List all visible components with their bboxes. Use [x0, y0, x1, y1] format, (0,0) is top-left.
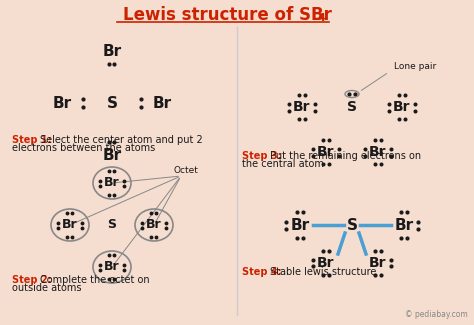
Text: electrons between the atoms: electrons between the atoms	[12, 143, 155, 153]
Text: Lewis structure of SBr: Lewis structure of SBr	[123, 6, 331, 24]
Text: Br: Br	[104, 176, 120, 189]
Text: S: S	[347, 100, 357, 114]
Text: Br: Br	[153, 96, 172, 111]
Text: Octet: Octet	[174, 166, 199, 175]
Text: Step 3:: Step 3:	[242, 151, 282, 161]
Text: Br: Br	[317, 256, 335, 270]
Text: Br: Br	[102, 44, 121, 58]
Text: 4: 4	[317, 13, 325, 23]
Text: Stable lewis structure: Stable lewis structure	[270, 267, 376, 277]
Text: Step 2:: Step 2:	[12, 275, 52, 285]
Text: Br: Br	[146, 218, 162, 231]
Text: Br: Br	[293, 100, 311, 114]
Text: outside atoms: outside atoms	[12, 283, 82, 293]
Text: Select the center atom and put 2: Select the center atom and put 2	[40, 135, 203, 145]
Text: Br: Br	[291, 217, 310, 232]
Text: Br: Br	[369, 256, 387, 270]
Text: Step 4:: Step 4:	[242, 267, 282, 277]
Text: S: S	[346, 217, 357, 232]
Text: Br: Br	[369, 145, 387, 159]
Text: Br: Br	[102, 148, 121, 162]
Text: S: S	[107, 96, 118, 111]
Text: Br: Br	[62, 218, 78, 231]
Text: Complete the octet on: Complete the octet on	[40, 275, 150, 285]
Text: Br: Br	[317, 145, 335, 159]
Text: Br: Br	[393, 100, 411, 114]
Text: Put the remaining electrons on: Put the remaining electrons on	[270, 151, 421, 161]
Text: the central atom: the central atom	[242, 159, 324, 169]
Text: Br: Br	[53, 96, 72, 111]
Text: © pediabay.com: © pediabay.com	[405, 310, 468, 319]
Text: S: S	[108, 218, 117, 231]
Text: Br: Br	[394, 217, 413, 232]
Text: Lone pair: Lone pair	[394, 62, 436, 71]
Text: Br: Br	[104, 261, 120, 274]
Text: Step 1:: Step 1:	[12, 135, 52, 145]
